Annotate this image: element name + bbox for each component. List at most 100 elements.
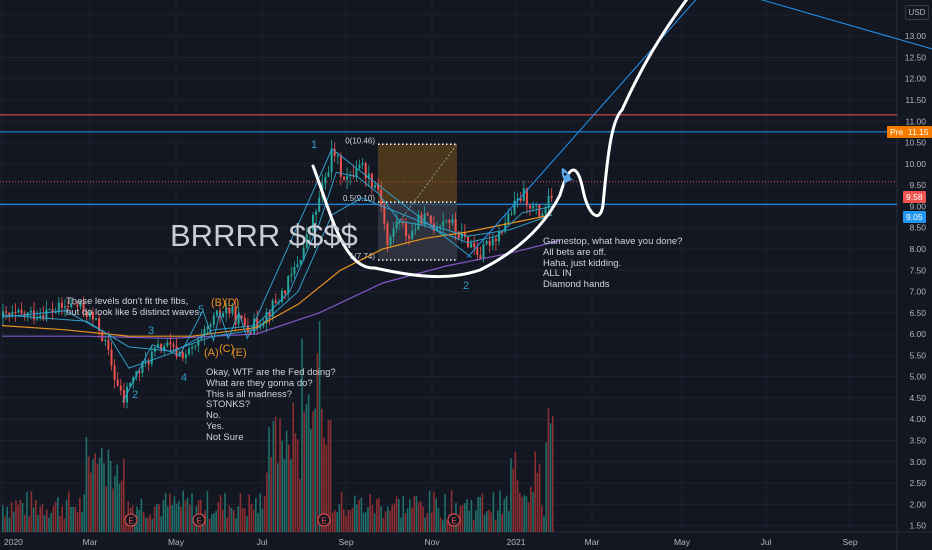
candle-body — [284, 290, 287, 295]
candle-body — [442, 221, 445, 227]
volume-bar — [169, 493, 171, 532]
y-tick-label: 4.50 — [909, 393, 926, 403]
x-tick-label: May — [168, 537, 185, 547]
candle-body — [98, 318, 101, 332]
volume-bar — [54, 501, 57, 532]
volume-bar — [151, 519, 154, 532]
volume-bar — [50, 512, 52, 532]
volume-bar — [371, 505, 374, 532]
volume-bar — [514, 451, 517, 532]
gamestop-note-annotation[interactable]: Gamestop, what have you done? All bets a… — [543, 236, 683, 291]
y-tick-label: 13.00 — [905, 31, 927, 41]
volume-bar — [472, 519, 475, 532]
candle-body — [451, 219, 454, 223]
candle-body — [463, 232, 466, 237]
volume-bar — [527, 502, 530, 532]
volume-bar — [424, 517, 426, 532]
volume-bar — [35, 499, 37, 532]
volume-bar — [213, 513, 215, 532]
volume-bar — [468, 510, 470, 532]
candle-body — [498, 231, 500, 242]
candle-body — [150, 351, 153, 365]
candle-body — [60, 302, 63, 308]
candle-body — [411, 230, 414, 239]
rocket-icon — [561, 167, 575, 186]
volume-bar — [307, 394, 310, 532]
candle-body — [116, 379, 119, 386]
volume-bar — [173, 496, 176, 532]
candle-body — [479, 254, 482, 259]
candle-body — [54, 311, 57, 313]
volume-bar — [19, 499, 22, 532]
candle-body — [163, 345, 166, 351]
volume-bar — [376, 499, 378, 532]
candle-body — [504, 222, 507, 232]
fed-note-annotation[interactable]: Okay, WTF are the Fed doing? What are th… — [206, 367, 336, 443]
brrrr-annotation[interactable]: BRRRR $$$$ — [170, 218, 358, 253]
candle-body — [85, 311, 88, 317]
volume-bar — [87, 456, 90, 532]
volume-bar — [26, 491, 28, 532]
candle-body — [181, 352, 184, 359]
volume-bar — [389, 510, 391, 532]
volume-bar — [373, 513, 376, 532]
volume-bar — [228, 505, 231, 532]
volume-bar — [391, 505, 393, 532]
ma-slow-line — [1, 197, 553, 352]
candle-body — [473, 242, 476, 248]
candle-body — [346, 176, 349, 180]
trend-line-down — [760, 0, 932, 50]
candle-body — [51, 309, 54, 313]
volume-bar — [48, 517, 50, 532]
volume-bar — [283, 458, 286, 532]
volume-bar — [316, 353, 319, 532]
volume-bar — [39, 506, 41, 532]
candle-body — [157, 344, 159, 348]
level-price-tag: 9.05 — [903, 211, 926, 223]
volume-bar — [32, 507, 35, 532]
candle-body — [20, 309, 23, 314]
x-tick-label: Jul — [761, 537, 772, 547]
candle-body — [104, 339, 107, 342]
candle-body — [8, 312, 11, 316]
volume-bar — [68, 491, 70, 532]
candle-body — [525, 188, 528, 206]
volume-bar — [428, 490, 431, 532]
volume-bar — [497, 510, 499, 532]
volume-bar — [387, 506, 389, 532]
volume-bar — [437, 508, 440, 532]
wave-label-1: 1 — [311, 139, 318, 151]
volume-bar — [21, 503, 24, 532]
candle-body — [374, 185, 376, 188]
volume-bar — [252, 509, 255, 532]
volume-bar — [65, 499, 68, 532]
volume-bar — [107, 449, 110, 532]
candle-body — [225, 307, 228, 314]
volume-bar — [288, 444, 290, 532]
candle-body — [36, 318, 39, 320]
candle-body — [268, 312, 271, 317]
volume-bar — [340, 491, 343, 532]
volume-bar — [446, 519, 448, 532]
candle-body — [135, 371, 138, 378]
candle-body — [265, 312, 268, 324]
candle-body — [457, 231, 460, 239]
volume-bar — [61, 506, 63, 532]
candle-body — [76, 304, 79, 307]
ma-fast-line — [1, 171, 553, 369]
fib-note-annotation[interactable]: These levels don't fit the fibs, but do … — [66, 296, 202, 318]
volume-bar — [233, 510, 235, 532]
volume-bar — [470, 500, 473, 532]
candle-body — [212, 315, 215, 325]
currency-label[interactable]: USD — [905, 5, 929, 20]
volume-bar — [512, 468, 514, 532]
volume-bar — [285, 430, 288, 532]
volume-bar — [257, 513, 259, 532]
candle-body — [129, 383, 132, 387]
candle-body — [256, 318, 259, 328]
candle-body — [29, 310, 32, 313]
volume-bar — [70, 506, 72, 532]
candle-body — [529, 205, 531, 209]
volume-bar — [334, 510, 336, 532]
